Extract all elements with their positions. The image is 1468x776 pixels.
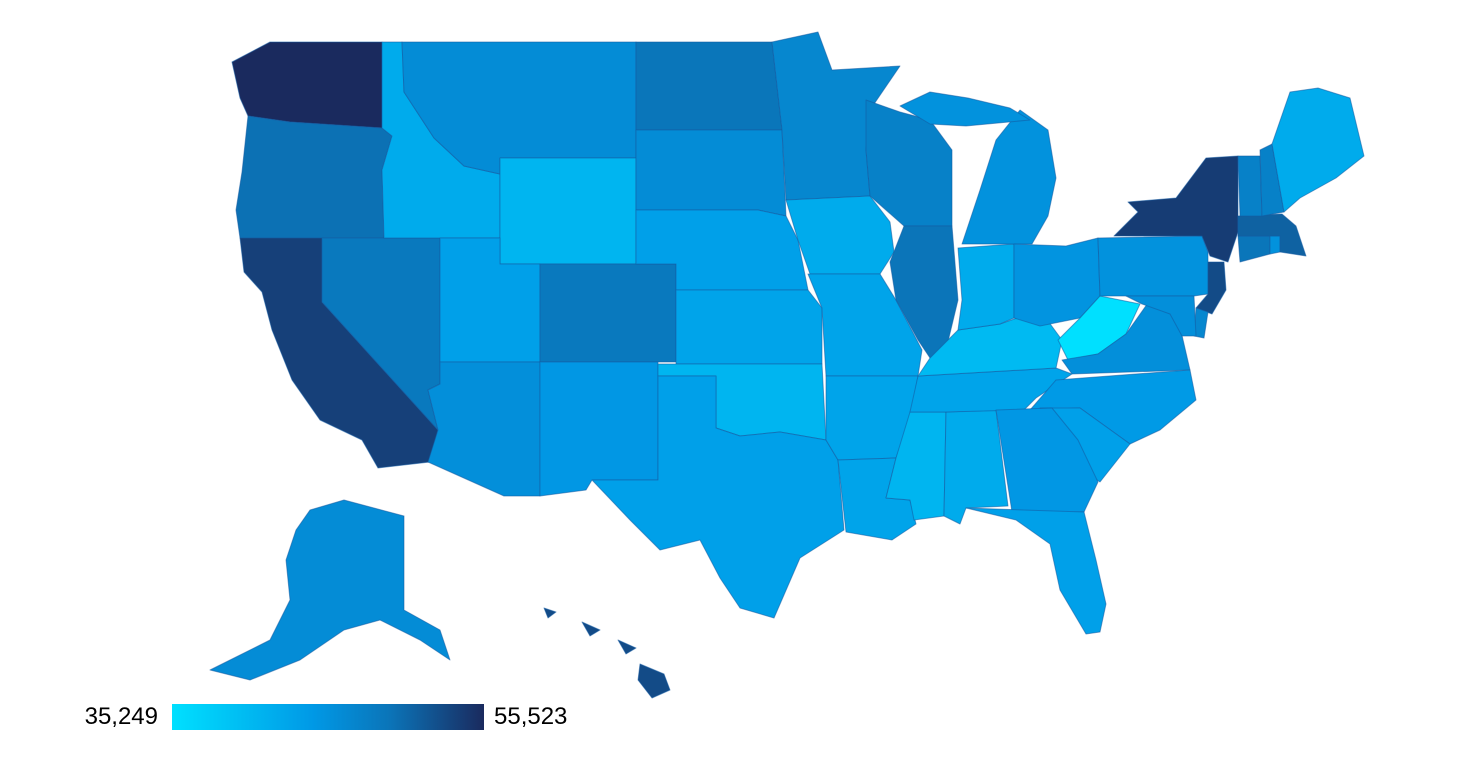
state-connecticut[interactable] — [1237, 235, 1271, 263]
state-kansas[interactable] — [675, 289, 823, 365]
state-north-dakota[interactable] — [635, 41, 783, 131]
state-indiana[interactable] — [957, 243, 1015, 331]
legend-min-label: 35,249 — [84, 703, 158, 730]
state-michigan[interactable] — [961, 109, 1057, 245]
state-new-mexico[interactable] — [539, 361, 659, 497]
state-colorado[interactable] — [539, 263, 677, 363]
state-washington[interactable] — [231, 41, 383, 129]
legend-max-label: 55,523 — [494, 703, 568, 730]
state-rhode-island[interactable] — [1269, 235, 1281, 255]
state-arizona[interactable] — [427, 361, 541, 497]
state-florida[interactable] — [965, 507, 1107, 635]
state-hawaii[interactable] — [543, 607, 671, 699]
state-maine[interactable] — [1271, 87, 1365, 213]
color-legend: 35,249 55,523 — [60, 700, 567, 734]
state-wyoming[interactable] — [499, 157, 637, 265]
state-south-dakota[interactable] — [635, 129, 787, 217]
state-tennessee[interactable] — [909, 367, 1073, 413]
state-maryland[interactable] — [1125, 295, 1197, 337]
state-vermont[interactable] — [1237, 155, 1263, 217]
state-oregon[interactable] — [235, 115, 393, 239]
legend-gradient-bar — [172, 704, 484, 730]
state-missouri[interactable] — [807, 273, 923, 377]
state-michigan-upper[interactable] — [899, 91, 1031, 127]
state-massachusetts[interactable] — [1237, 213, 1307, 257]
state-iowa[interactable] — [785, 195, 895, 275]
state-alaska[interactable] — [209, 499, 451, 681]
state-pennsylvania[interactable] — [1097, 235, 1209, 297]
state-new-jersey[interactable] — [1195, 261, 1227, 315]
state-texas[interactable] — [591, 375, 845, 619]
